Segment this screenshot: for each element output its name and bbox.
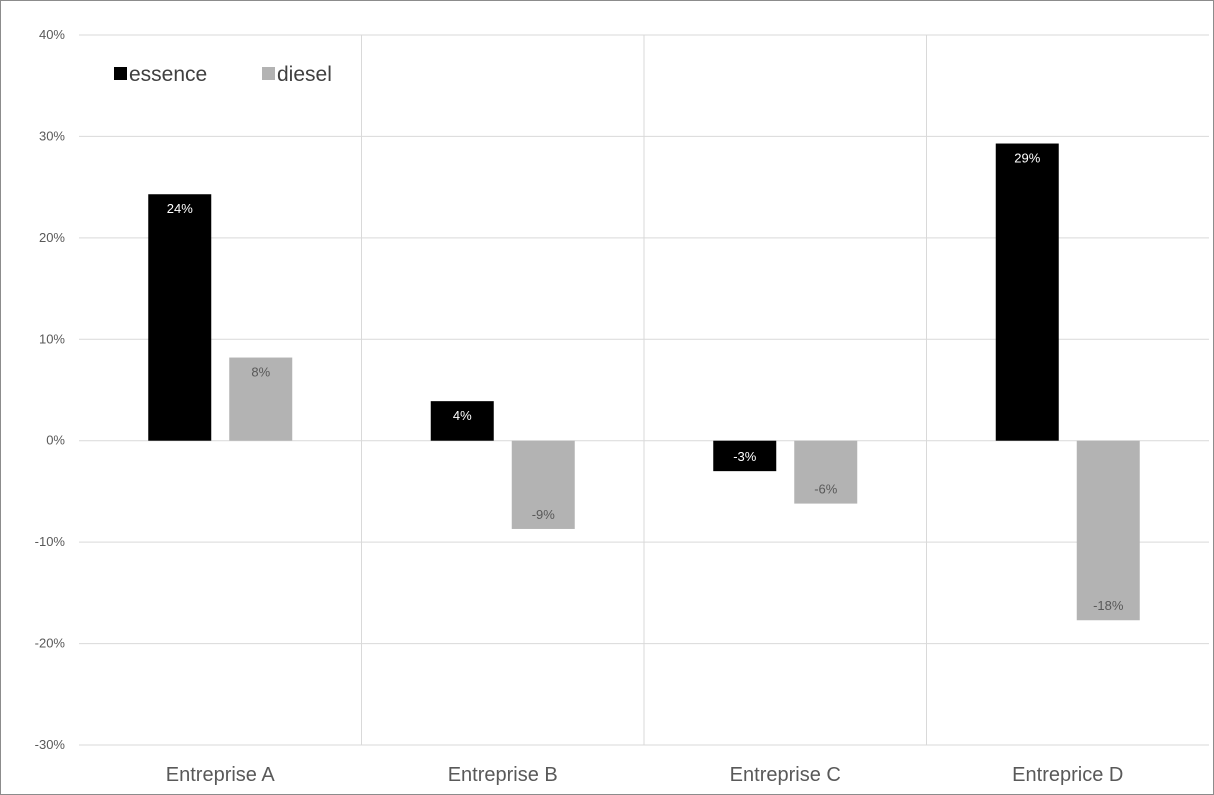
legend-swatch-essence	[114, 67, 127, 80]
x-category-label: Entreprise B	[448, 764, 558, 786]
bar-essence	[713, 440, 777, 472]
data-label: -9%	[532, 507, 556, 522]
bar-essence	[995, 143, 1059, 441]
y-tick-label: 10%	[39, 331, 65, 346]
data-label: -3%	[733, 449, 757, 464]
y-tick-label: -30%	[35, 737, 66, 752]
y-tick-label: -10%	[35, 534, 66, 549]
legend-swatch-diesel	[262, 67, 275, 80]
bar-diesel	[229, 357, 293, 441]
y-tick-label: 20%	[39, 230, 65, 245]
x-category-label: Entreprice D	[1012, 764, 1123, 786]
data-label: 8%	[251, 365, 270, 380]
bar-diesel	[794, 440, 858, 504]
legend-label-essence: essence	[129, 63, 207, 86]
bar-essence	[430, 401, 494, 441]
legend-label-diesel: diesel	[277, 63, 332, 86]
data-label: -6%	[814, 482, 838, 497]
x-category-label: Entreprise A	[166, 764, 276, 786]
y-tick-label: -20%	[35, 636, 66, 651]
y-tick-label: 0%	[46, 433, 65, 448]
data-label: -18%	[1093, 598, 1124, 613]
bar-diesel	[1076, 440, 1140, 621]
bar-essence	[148, 194, 212, 441]
y-tick-label: 30%	[39, 128, 65, 143]
data-label: 29%	[1014, 151, 1040, 166]
y-tick-label: 40%	[39, 27, 65, 42]
data-label: 4%	[453, 408, 472, 423]
x-category-label: Entreprise C	[730, 764, 841, 786]
bar-diesel	[511, 440, 575, 529]
data-label: 24%	[167, 201, 193, 216]
